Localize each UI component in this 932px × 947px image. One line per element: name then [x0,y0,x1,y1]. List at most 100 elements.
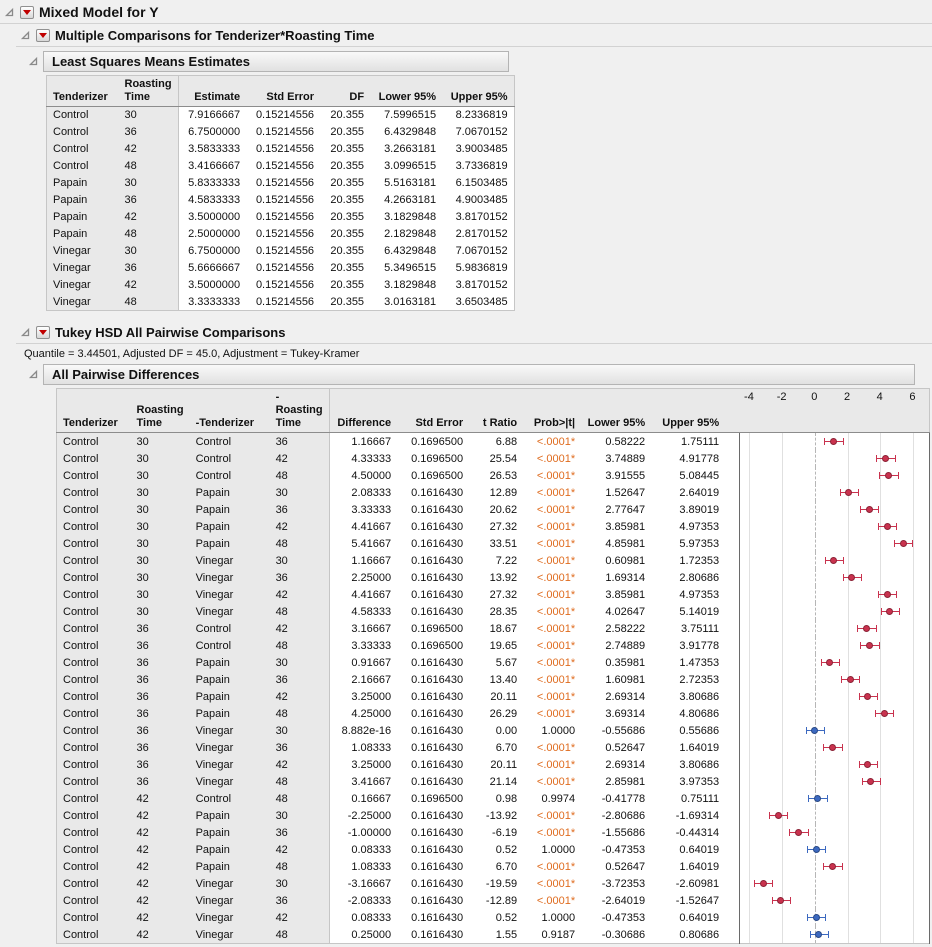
table-row[interactable]: Control 42 Vinegar 42 0.08333 0.1616430 0.52 1.… [56,909,930,926]
outline-header-multiple-comparisons: Multiple Comparisons for Tenderizer*Roas… [16,24,932,47]
column-gap [725,892,740,909]
table-row[interactable]: Control 36 Control 42 3.16667 0.1696500 18.67 <… [56,620,930,637]
table-row[interactable]: Control 42 3.5833333 0.15214556 20.355 3.2663… [46,140,515,158]
ci-point[interactable] [884,472,892,479]
ci-point[interactable] [863,625,871,632]
ci-point[interactable] [815,931,823,938]
ci-point[interactable] [899,540,907,547]
red-triangle-menu[interactable] [36,29,50,42]
table-row[interactable]: Papain 36 4.5833333 0.15214556 20.355 4.26631… [46,191,515,209]
ci-plot-row [740,518,928,535]
cell: 48 [269,637,330,654]
ci-point[interactable] [759,880,767,887]
table-row[interactable]: Control 42 Vinegar 30 -3.16667 0.1616430 -19.5… [56,875,930,892]
disclosure-triangle-icon[interactable] [20,327,31,338]
disclosure-triangle-icon[interactable] [28,56,39,67]
disclosure-triangle-icon[interactable] [20,30,31,41]
ci-point[interactable] [886,608,894,615]
table-row[interactable]: Control 36 Papain 30 0.91667 0.1616430 5.67 <.0… [56,654,930,671]
ci-point[interactable] [829,863,837,870]
ci-plot-cell [738,909,930,926]
ci-point[interactable] [846,676,854,683]
ci-point[interactable] [830,557,838,564]
ci-point[interactable] [777,897,785,904]
ci-point[interactable] [848,574,856,581]
ci-plot-row [740,841,928,858]
table-row[interactable]: Control 42 Papain 42 0.08333 0.1616430 0.52 1.0… [56,841,930,858]
table-row[interactable]: Control 36 Papain 42 3.25000 0.1616430 20.11 <.… [56,688,930,705]
ci-point[interactable] [829,744,837,751]
table-row[interactable]: Papain 48 2.5000000 0.15214556 20.355 2.18298… [46,225,515,243]
ci-point[interactable] [845,489,853,496]
table-row[interactable]: Control 48 3.4166667 0.15214556 20.355 3.0996… [46,157,515,175]
column-gap [725,739,740,756]
column-header: Std Error [246,75,321,107]
table-row[interactable]: Vinegar 36 5.6666667 0.15214556 20.355 5.3496… [46,259,515,277]
table-row[interactable]: Control 36 Vinegar 30 8.882e-16 0.1616430 0.00… [56,722,930,739]
cell: 3.8170152 [442,208,515,226]
table-row[interactable]: Control 36 Vinegar 48 3.41667 0.1616430 21.14 <… [56,773,930,790]
table-row[interactable]: Control 30 Papain 48 5.41667 0.1616430 33.51 <.… [56,535,930,552]
ci-point[interactable] [826,659,834,666]
ci-point[interactable] [883,591,891,598]
table-row[interactable]: Control 42 Papain 30 -2.25000 0.1616430 -13.92… [56,807,930,824]
table-row[interactable]: Control 30 Vinegar 36 2.25000 0.1616430 13.92 <… [56,569,930,586]
table-row[interactable]: Control 30 Vinegar 30 1.16667 0.1616430 7.22 <.… [56,552,930,569]
ci-cap [875,710,877,717]
table-row[interactable]: Control 36 Papain 36 2.16667 0.1616430 13.40 <.… [56,671,930,688]
grid-line [782,824,784,841]
table-row[interactable]: Control 36 Vinegar 36 1.08333 0.1616430 6.70 <.… [56,739,930,756]
ci-cap [841,744,843,751]
table-row[interactable]: Control 30 Papain 36 3.33333 0.1616430 20.62 <.… [56,501,930,518]
table-row[interactable]: Vinegar 42 3.5000000 0.15214556 20.355 3.1829… [46,276,515,294]
table-row[interactable]: Control 30 Vinegar 48 4.58333 0.1616430 28.35 <… [56,603,930,620]
ci-point[interactable] [880,710,888,717]
table-row[interactable]: Control 30 Control 42 4.33333 0.1696500 25.54 <… [56,450,930,467]
table-row[interactable]: Control 30 Control 36 1.16667 0.1696500 6.88 <.… [56,432,930,450]
table-row[interactable]: Papain 42 3.5000000 0.15214556 20.355 3.18298… [46,208,515,226]
ci-point[interactable] [774,812,782,819]
ci-point[interactable] [882,455,890,462]
table-row[interactable]: Control 30 Vinegar 42 4.41667 0.1616430 27.32 <… [56,586,930,603]
table-row[interactable]: Control 42 Control 48 0.16667 0.1696500 0.98 0.… [56,790,930,807]
ci-point[interactable] [811,727,819,734]
table-row[interactable]: Control 36 Control 48 3.33333 0.1696500 19.65 <… [56,637,930,654]
ci-point[interactable] [864,761,872,768]
ci-point[interactable] [812,914,820,921]
table-row[interactable]: Control 30 Papain 42 4.41667 0.1616430 27.32 <.… [56,518,930,535]
table-row[interactable]: Control 42 Vinegar 48 0.25000 0.1616430 1.55 0.… [56,926,930,944]
cell: 4.25000 [328,705,398,722]
ci-cap [787,812,789,819]
ci-point[interactable] [794,829,802,836]
table-row[interactable]: Control 36 Vinegar 42 3.25000 0.1616430 20.11 <… [56,756,930,773]
table-row[interactable]: Vinegar 48 3.3333333 0.15214556 20.355 3.0163… [46,293,515,311]
table-row[interactable]: Control 42 Papain 36 -1.00000 0.1616430 -6.19 <… [56,824,930,841]
table-row[interactable]: Control 36 Papain 48 4.25000 0.1616430 26.29 <.… [56,705,930,722]
table-row[interactable]: Control 30 Papain 30 2.08333 0.1616430 12.89 <.… [56,484,930,501]
ci-plot-cell [738,501,930,518]
table-row[interactable]: Vinegar 30 6.7500000 0.15214556 20.355 6.4329… [46,242,515,260]
disclosure-triangle-icon[interactable] [28,369,39,380]
ci-point[interactable] [830,438,838,445]
cell: -2.64019 [581,892,652,909]
table-row[interactable]: Control 30 Control 48 4.50000 0.1696500 26.53 <… [56,467,930,484]
table-row[interactable]: Control 42 Papain 48 1.08333 0.1616430 6.70 <.0… [56,858,930,875]
table-row[interactable]: Control 36 6.7500000 0.15214556 20.355 6.4329… [46,123,515,141]
cell: 48 [269,773,330,790]
ci-point[interactable] [812,846,820,853]
ci-point[interactable] [883,523,891,530]
cell: 0.52 [469,909,524,926]
table-row[interactable]: Control 42 Vinegar 36 -2.08333 0.1616430 -12.8… [56,892,930,909]
table-row[interactable]: Control 30 7.9166667 0.15214556 20.355 7.5996… [46,106,515,124]
ci-point[interactable] [865,506,873,513]
table-row[interactable]: Papain 30 5.8333333 0.15214556 20.355 5.51631… [46,174,515,192]
cell: 0.1616430 [397,926,470,944]
ci-point[interactable] [865,642,873,649]
disclosure-triangle-icon[interactable] [4,7,15,18]
ci-point[interactable] [814,795,822,802]
ci-point[interactable] [864,693,872,700]
ci-point[interactable] [867,778,875,785]
grid-line [912,620,914,637]
red-triangle-menu[interactable] [20,5,34,19]
red-triangle-menu[interactable] [36,326,50,339]
